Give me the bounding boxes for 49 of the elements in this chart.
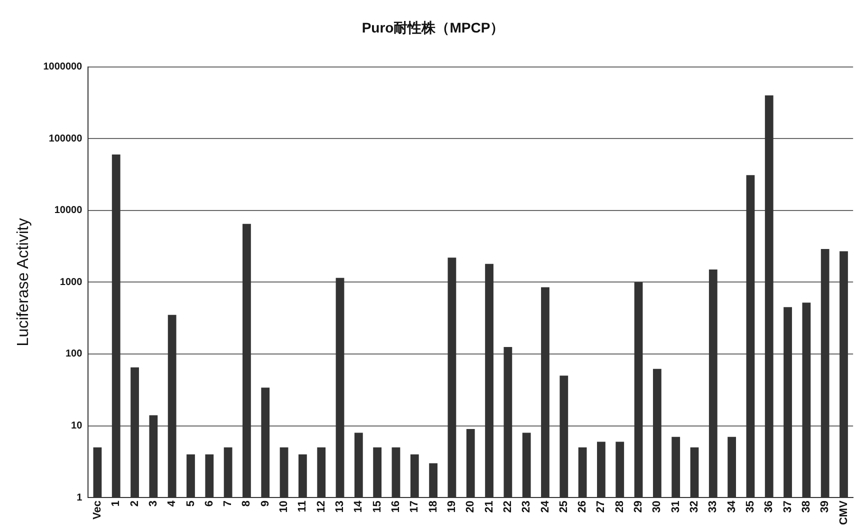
y-tick-label: 1000000 [43,62,83,73]
x-tick-label: 36 [763,500,776,513]
x-tick-label: 17 [408,500,421,513]
x-tick-label: 34 [726,500,738,513]
x-tick-label: 25 [558,500,570,513]
x-tick-label: 6 [203,500,216,507]
x-tick-label: 35 [744,500,756,513]
x-tick-label: CMV [838,500,850,526]
x-tick-label: 13 [334,500,346,513]
x-tick-label: 37 [782,500,794,513]
x-tick-label: Vec [91,500,104,520]
x-tick-label: 18 [427,500,440,513]
x-tick-label: 5 [184,500,197,507]
x-tick-label: 29 [632,500,645,513]
x-tick-label: 26 [576,500,589,513]
x-tick-label: 32 [688,500,701,513]
x-tick-label: 22 [502,500,514,513]
x-tick-label: 19 [446,500,458,513]
y-tick-label: 1000 [60,276,83,288]
x-tick-label: 14 [352,500,365,513]
x-tick-label: 4 [166,500,178,507]
x-tick-label: 15 [371,500,384,513]
x-tick-label: 11 [296,500,309,512]
x-tick-label: 8 [240,500,253,507]
x-tick-label: 21 [483,500,496,513]
x-tick-label: 12 [315,500,328,513]
y-tick-label: 100 [65,348,83,360]
x-tick-label: 16 [390,500,402,513]
chart-title: Puro耐性株（MPCP） [362,19,504,36]
x-tick-label: 10 [278,500,290,513]
x-tick-label: 20 [464,500,477,513]
x-tick-label: 28 [614,500,626,513]
x-tick-label: 3 [147,500,160,507]
x-tick-label: 9 [259,500,272,507]
x-tick-label: 1 [110,500,122,507]
y-tick-label: 100000 [48,133,83,144]
x-tick-label: 7 [222,500,234,507]
x-tick-label: 2 [128,500,141,507]
x-tick-label: 31 [670,500,682,513]
x-tick-label: 33 [707,500,720,513]
x-tick-label: 30 [651,500,664,513]
x-tick-label: 38 [800,500,812,513]
y-tick-label: 10000 [54,205,83,216]
x-tick-label: 24 [539,500,552,513]
x-tick-label: 39 [819,500,832,513]
x-tick-label: 23 [520,500,533,513]
y-tick-label: 10 [71,420,83,432]
x-tick-label: 27 [595,500,608,513]
y-axis-title: Luciferase Activity [15,218,32,346]
